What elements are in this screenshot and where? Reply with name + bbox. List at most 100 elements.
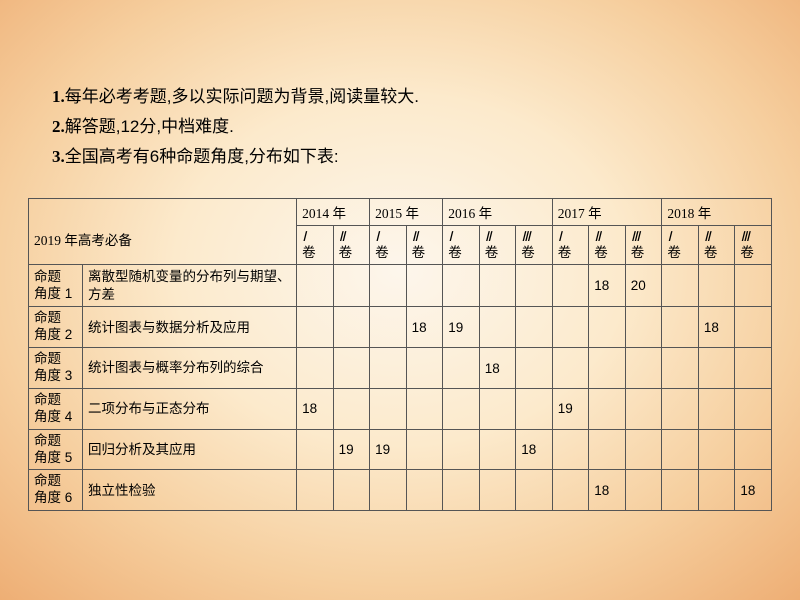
data-cell — [662, 470, 699, 511]
table-row: 命题角度 3统计图表与概率分布列的综合 18 — [29, 348, 772, 389]
data-cell: 19 — [552, 388, 589, 429]
data-cell — [552, 470, 589, 511]
data-cell: 18 — [479, 348, 516, 389]
header-volume: Ⅰ卷 — [552, 226, 589, 265]
data-cell — [297, 307, 334, 348]
data-cell — [625, 348, 662, 389]
data-cell — [370, 470, 407, 511]
header-volume: Ⅰ卷 — [662, 226, 699, 265]
row-angle: 命题角度 5 — [29, 429, 83, 470]
data-cell — [552, 307, 589, 348]
data-cell — [479, 388, 516, 429]
header-volume: Ⅱ卷 — [589, 226, 626, 265]
data-cell — [443, 470, 480, 511]
bullet-3-text: 全国高考有6种命题角度,分布如下表: — [65, 147, 339, 166]
data-cell — [698, 265, 735, 307]
header-left: 2019 年高考必备 — [29, 199, 297, 265]
data-cell — [735, 307, 772, 348]
data-cell — [333, 348, 370, 389]
data-cell: 18 — [516, 429, 553, 470]
row-desc: 统计图表与概率分布列的综合 — [83, 348, 297, 389]
data-cell — [662, 429, 699, 470]
row-angle: 命题角度 3 — [29, 348, 83, 389]
data-cell — [516, 265, 553, 307]
row-desc: 独立性检验 — [83, 470, 297, 511]
distribution-table: 2019 年高考必备2014 年2015 年2016 年2017 年2018 年… — [28, 198, 772, 511]
data-cell — [625, 470, 662, 511]
bullet-2: 2.解答题,12分,中档难度. — [52, 112, 740, 142]
data-cell — [552, 429, 589, 470]
header-volume: Ⅰ卷 — [370, 226, 407, 265]
header-volume: Ⅱ卷 — [333, 226, 370, 265]
header-year: 2014 年 — [297, 199, 370, 226]
data-cell — [516, 348, 553, 389]
data-cell — [698, 348, 735, 389]
data-cell — [370, 265, 407, 307]
data-cell — [662, 388, 699, 429]
data-cell — [479, 265, 516, 307]
bullet-3-num: 3. — [52, 147, 65, 166]
data-cell — [479, 429, 516, 470]
table-row: 命题角度 4二项分布与正态分布1819 — [29, 388, 772, 429]
header-volume: Ⅲ卷 — [625, 226, 662, 265]
data-cell — [370, 307, 407, 348]
data-cell: 18 — [698, 307, 735, 348]
data-cell: 19 — [333, 429, 370, 470]
row-angle: 命题角度 6 — [29, 470, 83, 511]
data-cell — [589, 388, 626, 429]
row-angle: 命题角度 1 — [29, 265, 83, 307]
data-cell — [516, 470, 553, 511]
row-desc: 二项分布与正态分布 — [83, 388, 297, 429]
data-cell: 18 — [589, 265, 626, 307]
data-cell — [662, 307, 699, 348]
header-volume: Ⅱ卷 — [479, 226, 516, 265]
data-cell — [443, 429, 480, 470]
data-cell — [516, 388, 553, 429]
table-body: 2019 年高考必备2014 年2015 年2016 年2017 年2018 年… — [29, 199, 772, 511]
data-cell: 19 — [370, 429, 407, 470]
data-cell: 18 — [735, 470, 772, 511]
data-cell — [735, 429, 772, 470]
bullet-3: 3.全国高考有6种命题角度,分布如下表: — [52, 142, 740, 172]
data-cell — [625, 307, 662, 348]
data-cell — [406, 388, 443, 429]
data-cell — [698, 429, 735, 470]
data-cell — [662, 348, 699, 389]
data-cell — [735, 388, 772, 429]
data-cell — [625, 388, 662, 429]
row-desc: 离散型随机变量的分布列与期望、方差 — [83, 265, 297, 307]
data-cell — [297, 470, 334, 511]
data-cell — [370, 348, 407, 389]
data-cell — [333, 265, 370, 307]
data-cell — [333, 388, 370, 429]
data-cell — [552, 348, 589, 389]
data-cell — [698, 470, 735, 511]
data-cell — [406, 470, 443, 511]
bullet-2-num: 2. — [52, 117, 65, 136]
data-cell — [698, 388, 735, 429]
row-desc: 回归分析及其应用 — [83, 429, 297, 470]
data-cell — [297, 265, 334, 307]
data-cell — [406, 429, 443, 470]
data-cell — [735, 348, 772, 389]
data-cell — [443, 265, 480, 307]
data-cell — [516, 307, 553, 348]
data-cell — [589, 307, 626, 348]
data-cell — [735, 265, 772, 307]
data-cell — [406, 348, 443, 389]
data-cell — [333, 307, 370, 348]
data-cell: 18 — [297, 388, 334, 429]
data-cell — [297, 429, 334, 470]
bullet-2-text: 解答题,12分,中档难度. — [65, 117, 234, 136]
header-volume: Ⅱ卷 — [406, 226, 443, 265]
table-row: 命题角度 5回归分析及其应用 1919 18 — [29, 429, 772, 470]
header-year: 2015 年 — [370, 199, 443, 226]
data-cell: 20 — [625, 265, 662, 307]
data-cell — [589, 429, 626, 470]
data-cell — [370, 388, 407, 429]
bullet-1: 1.每年必考考题,多以实际问题为背景,阅读量较大. — [52, 82, 740, 112]
bullet-list: 1.每年必考考题,多以实际问题为背景,阅读量较大. 2.解答题,12分,中档难度… — [52, 82, 740, 171]
data-cell: 18 — [589, 470, 626, 511]
bullet-1-num: 1. — [52, 87, 65, 106]
data-cell — [589, 348, 626, 389]
